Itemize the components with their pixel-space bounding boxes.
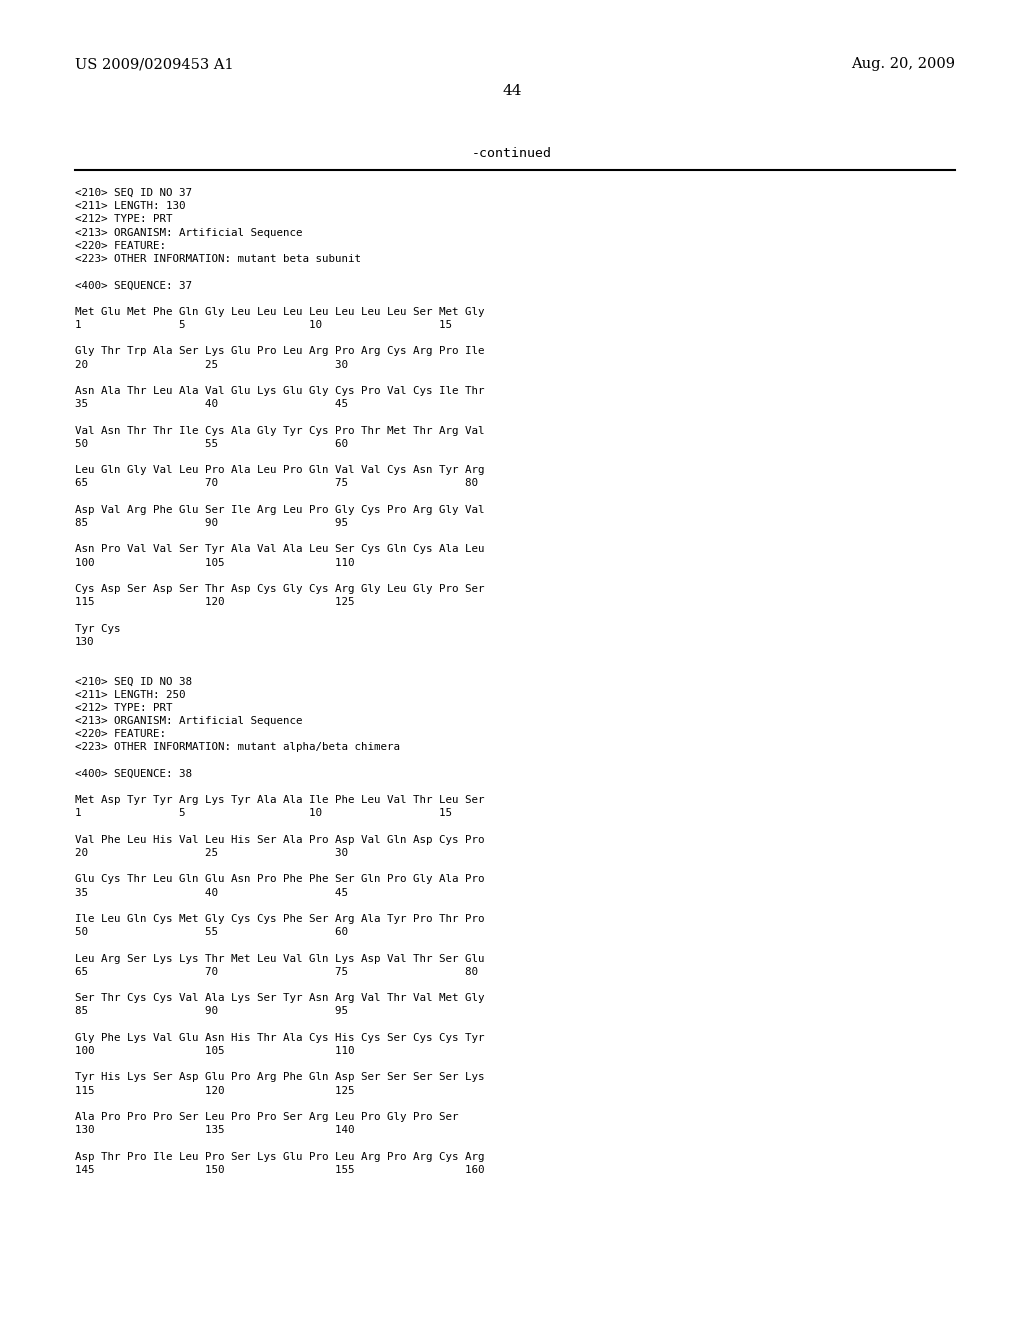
Text: Ala Pro Pro Pro Ser Leu Pro Pro Ser Arg Leu Pro Gly Pro Ser: Ala Pro Pro Pro Ser Leu Pro Pro Ser Arg … (75, 1111, 459, 1122)
Text: 130: 130 (75, 636, 94, 647)
Text: Asn Ala Thr Leu Ala Val Glu Lys Glu Gly Cys Pro Val Cys Ile Thr: Asn Ala Thr Leu Ala Val Glu Lys Glu Gly … (75, 385, 484, 396)
Text: Aug. 20, 2009: Aug. 20, 2009 (851, 57, 955, 71)
Text: Gly Phe Lys Val Glu Asn His Thr Ala Cys His Cys Ser Cys Cys Tyr: Gly Phe Lys Val Glu Asn His Thr Ala Cys … (75, 1032, 484, 1043)
Text: 44: 44 (502, 84, 522, 98)
Text: Leu Arg Ser Lys Lys Thr Met Leu Val Gln Lys Asp Val Thr Ser Glu: Leu Arg Ser Lys Lys Thr Met Leu Val Gln … (75, 953, 484, 964)
Text: 20                  25                  30: 20 25 30 (75, 847, 348, 858)
Text: 130                 135                 140: 130 135 140 (75, 1125, 354, 1135)
Text: <211> LENGTH: 130: <211> LENGTH: 130 (75, 201, 185, 211)
Text: Tyr His Lys Ser Asp Glu Pro Arg Phe Gln Asp Ser Ser Ser Ser Lys: Tyr His Lys Ser Asp Glu Pro Arg Phe Gln … (75, 1072, 484, 1082)
Text: 65                  70                  75                  80: 65 70 75 80 (75, 966, 478, 977)
Text: <212> TYPE: PRT: <212> TYPE: PRT (75, 214, 172, 224)
Text: <220> FEATURE:: <220> FEATURE: (75, 240, 166, 251)
Text: 20                  25                  30: 20 25 30 (75, 359, 348, 370)
Text: 35                  40                  45: 35 40 45 (75, 399, 348, 409)
Text: <223> OTHER INFORMATION: mutant beta subunit: <223> OTHER INFORMATION: mutant beta sub… (75, 253, 361, 264)
Text: 115                 120                 125: 115 120 125 (75, 1085, 354, 1096)
Text: <213> ORGANISM: Artificial Sequence: <213> ORGANISM: Artificial Sequence (75, 715, 302, 726)
Text: Met Glu Met Phe Gln Gly Leu Leu Leu Leu Leu Leu Leu Ser Met Gly: Met Glu Met Phe Gln Gly Leu Leu Leu Leu … (75, 306, 484, 317)
Text: 100                 105                 110: 100 105 110 (75, 557, 354, 568)
Text: 65                  70                  75                  80: 65 70 75 80 (75, 478, 478, 488)
Text: Gly Thr Trp Ala Ser Lys Glu Pro Leu Arg Pro Arg Cys Arg Pro Ile: Gly Thr Trp Ala Ser Lys Glu Pro Leu Arg … (75, 346, 484, 356)
Text: <220> FEATURE:: <220> FEATURE: (75, 729, 166, 739)
Text: Asp Thr Pro Ile Leu Pro Ser Lys Glu Pro Leu Arg Pro Arg Cys Arg: Asp Thr Pro Ile Leu Pro Ser Lys Glu Pro … (75, 1151, 484, 1162)
Text: <213> ORGANISM: Artificial Sequence: <213> ORGANISM: Artificial Sequence (75, 227, 302, 238)
Text: Ile Leu Gln Cys Met Gly Cys Cys Phe Ser Arg Ala Tyr Pro Thr Pro: Ile Leu Gln Cys Met Gly Cys Cys Phe Ser … (75, 913, 484, 924)
Text: Val Asn Thr Thr Ile Cys Ala Gly Tyr Cys Pro Thr Met Thr Arg Val: Val Asn Thr Thr Ile Cys Ala Gly Tyr Cys … (75, 425, 484, 436)
Text: 50                  55                  60: 50 55 60 (75, 438, 348, 449)
Text: 100                 105                 110: 100 105 110 (75, 1045, 354, 1056)
Text: 85                  90                  95: 85 90 95 (75, 1006, 348, 1016)
Text: <212> TYPE: PRT: <212> TYPE: PRT (75, 702, 172, 713)
Text: <210> SEQ ID NO 37: <210> SEQ ID NO 37 (75, 187, 193, 198)
Text: Met Asp Tyr Tyr Arg Lys Tyr Ala Ala Ile Phe Leu Val Thr Leu Ser: Met Asp Tyr Tyr Arg Lys Tyr Ala Ala Ile … (75, 795, 484, 805)
Text: <210> SEQ ID NO 38: <210> SEQ ID NO 38 (75, 676, 193, 686)
Text: 1               5                   10                  15: 1 5 10 15 (75, 319, 452, 330)
Text: Tyr Cys: Tyr Cys (75, 623, 121, 634)
Text: 35                  40                  45: 35 40 45 (75, 887, 348, 898)
Text: Asp Val Arg Phe Glu Ser Ile Arg Leu Pro Gly Cys Pro Arg Gly Val: Asp Val Arg Phe Glu Ser Ile Arg Leu Pro … (75, 504, 484, 515)
Text: Ser Thr Cys Cys Val Ala Lys Ser Tyr Asn Arg Val Thr Val Met Gly: Ser Thr Cys Cys Val Ala Lys Ser Tyr Asn … (75, 993, 484, 1003)
Text: 50                  55                  60: 50 55 60 (75, 927, 348, 937)
Text: -continued: -continued (472, 147, 552, 160)
Text: <223> OTHER INFORMATION: mutant alpha/beta chimera: <223> OTHER INFORMATION: mutant alpha/be… (75, 742, 400, 752)
Text: Cys Asp Ser Asp Ser Thr Asp Cys Gly Cys Arg Gly Leu Gly Pro Ser: Cys Asp Ser Asp Ser Thr Asp Cys Gly Cys … (75, 583, 484, 594)
Text: <400> SEQUENCE: 37: <400> SEQUENCE: 37 (75, 280, 193, 290)
Text: Leu Gln Gly Val Leu Pro Ala Leu Pro Gln Val Val Cys Asn Tyr Arg: Leu Gln Gly Val Leu Pro Ala Leu Pro Gln … (75, 465, 484, 475)
Text: Asn Pro Val Val Ser Tyr Ala Val Ala Leu Ser Cys Gln Cys Ala Leu: Asn Pro Val Val Ser Tyr Ala Val Ala Leu … (75, 544, 484, 554)
Text: <211> LENGTH: 250: <211> LENGTH: 250 (75, 689, 185, 700)
Text: Glu Cys Thr Leu Gln Glu Asn Pro Phe Phe Ser Gln Pro Gly Ala Pro: Glu Cys Thr Leu Gln Glu Asn Pro Phe Phe … (75, 874, 484, 884)
Text: 115                 120                 125: 115 120 125 (75, 597, 354, 607)
Text: 145                 150                 155                 160: 145 150 155 160 (75, 1164, 484, 1175)
Text: <400> SEQUENCE: 38: <400> SEQUENCE: 38 (75, 768, 193, 779)
Text: US 2009/0209453 A1: US 2009/0209453 A1 (75, 57, 233, 71)
Text: 85                  90                  95: 85 90 95 (75, 517, 348, 528)
Text: Val Phe Leu His Val Leu His Ser Ala Pro Asp Val Gln Asp Cys Pro: Val Phe Leu His Val Leu His Ser Ala Pro … (75, 834, 484, 845)
Text: 1               5                   10                  15: 1 5 10 15 (75, 808, 452, 818)
